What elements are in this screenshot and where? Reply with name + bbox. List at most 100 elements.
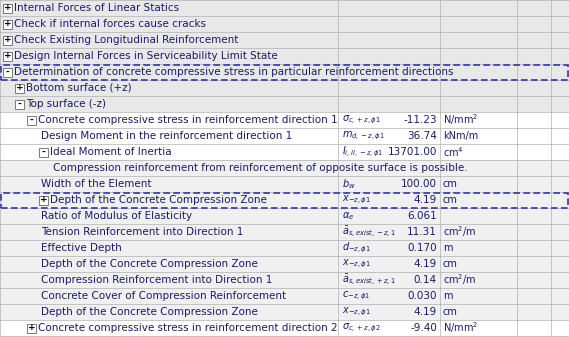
Text: Check if internal forces cause cracks: Check if internal forces cause cracks (14, 19, 206, 29)
Text: $\sigma_{c,+z,\phi 1}$: $\sigma_{c,+z,\phi 1}$ (342, 114, 381, 126)
Text: -: - (18, 99, 22, 109)
Text: $\bar{a}_{s,exist,-z,1}$: $\bar{a}_{s,exist,-z,1}$ (342, 224, 396, 240)
Text: 11.31: 11.31 (407, 227, 437, 237)
Bar (0, 144, 569, 160)
Text: +: + (28, 324, 35, 333)
Text: 36.74: 36.74 (407, 131, 437, 141)
Text: Compression reinforcement from reinforcement of opposite surface is possible.: Compression reinforcement from reinforce… (53, 163, 468, 173)
Text: Concrete compressive stress in reinforcement direction 1: Concrete compressive stress in reinforce… (38, 115, 337, 125)
Text: Depth of the Concrete Compression Zone: Depth of the Concrete Compression Zone (50, 195, 267, 205)
Text: $\sigma_{c,+z,\phi 2}$: $\sigma_{c,+z,\phi 2}$ (342, 322, 381, 334)
Text: $m_{d,-z,\phi 1}$: $m_{d,-z,\phi 1}$ (342, 130, 385, 142)
Text: +: + (3, 52, 11, 61)
Text: Ideal Moment of Inertia: Ideal Moment of Inertia (50, 147, 172, 157)
Text: N/mm$^2$: N/mm$^2$ (443, 113, 478, 127)
Text: -: - (6, 67, 9, 76)
Text: $\bar{a}_{s,exist,+z,1}$: $\bar{a}_{s,exist,+z,1}$ (342, 272, 396, 287)
Text: m: m (443, 243, 452, 253)
Text: Internal Forces of Linear Statics: Internal Forces of Linear Statics (14, 3, 179, 13)
Bar (0, 272, 569, 288)
Text: +: + (3, 3, 11, 12)
Text: Compression Reinforcement into Direction 1: Compression Reinforcement into Direction… (41, 275, 273, 285)
Text: 100.00: 100.00 (401, 179, 437, 189)
Text: +: + (3, 20, 11, 29)
Bar (0, 80, 569, 96)
Text: cm: cm (443, 307, 458, 317)
Text: 0.170: 0.170 (407, 243, 437, 253)
Bar (0, 16, 569, 32)
Text: cm: cm (443, 259, 458, 269)
Bar (0, 304, 569, 320)
Bar (0, 320, 569, 336)
Bar (0, 256, 569, 272)
Text: $x_{-z,\phi 1}$: $x_{-z,\phi 1}$ (342, 258, 371, 270)
Text: cm: cm (443, 195, 458, 205)
Text: 0.030: 0.030 (407, 291, 437, 301)
Text: Concrete Cover of Compression Reinforcement: Concrete Cover of Compression Reinforcem… (41, 291, 286, 301)
Bar (3, 3, 12, 12)
Text: Check Existing Longitudinal Reinforcement: Check Existing Longitudinal Reinforcemen… (14, 35, 238, 45)
Bar (3, 35, 12, 44)
Text: $I_{i,II,-z,\phi 1}$: $I_{i,II,-z,\phi 1}$ (342, 145, 384, 159)
Bar (0, 176, 569, 192)
Text: $c_{-z,\phi 1}$: $c_{-z,\phi 1}$ (342, 290, 370, 302)
Text: $x_{-z,\phi 1}$: $x_{-z,\phi 1}$ (342, 194, 371, 206)
Bar (15, 84, 24, 92)
Bar (0, 64, 569, 80)
Text: $d_{-z,\phi 1}$: $d_{-z,\phi 1}$ (342, 241, 371, 255)
Bar (27, 116, 36, 124)
Text: -9.40: -9.40 (410, 323, 437, 333)
Bar (27, 324, 36, 333)
Text: -: - (42, 148, 46, 156)
Bar (0, 224, 569, 240)
Text: Top surface (-z): Top surface (-z) (26, 99, 106, 109)
Bar (0, 208, 569, 224)
Bar (0, 48, 569, 64)
Text: $\alpha_e$: $\alpha_e$ (342, 210, 354, 222)
Text: kNm/m: kNm/m (443, 131, 479, 141)
Text: cm$^2$/m: cm$^2$/m (443, 273, 477, 287)
Text: Effective Depth: Effective Depth (41, 243, 122, 253)
Text: +: + (3, 35, 11, 44)
Text: m: m (443, 291, 452, 301)
Text: 4.19: 4.19 (414, 259, 437, 269)
Bar (15, 99, 24, 109)
Bar (3, 20, 12, 29)
Bar (0, 32, 569, 48)
Bar (0, 96, 569, 112)
Bar (0, 288, 569, 304)
Bar (0, 192, 569, 208)
Text: cm$^2$/m: cm$^2$/m (443, 224, 477, 239)
Bar (3, 52, 12, 61)
Bar (0, 112, 569, 128)
Text: -11.23: -11.23 (403, 115, 437, 125)
Text: cm$^4$: cm$^4$ (443, 145, 464, 159)
Bar (39, 148, 48, 156)
Text: 13701.00: 13701.00 (387, 147, 437, 157)
Text: 4.19: 4.19 (414, 195, 437, 205)
Text: Concrete compressive stress in reinforcement direction 2: Concrete compressive stress in reinforce… (38, 323, 337, 333)
Text: Depth of the Concrete Compression Zone: Depth of the Concrete Compression Zone (41, 259, 258, 269)
Text: Depth of the Concrete Compression Zone: Depth of the Concrete Compression Zone (41, 307, 258, 317)
Text: Bottom surface (+z): Bottom surface (+z) (26, 83, 131, 93)
Text: $b_w$: $b_w$ (342, 177, 356, 191)
Text: $x_{-z,\phi 1}$: $x_{-z,\phi 1}$ (342, 306, 371, 318)
Bar (1, 192, 568, 208)
Text: cm: cm (443, 179, 458, 189)
Text: Design Moment in the reinforcement direction 1: Design Moment in the reinforcement direc… (41, 131, 292, 141)
Text: Determination of concrete compressive stress in particular reinforcement directi: Determination of concrete compressive st… (14, 67, 453, 77)
Bar (0, 160, 569, 176)
Text: 6.061: 6.061 (407, 211, 437, 221)
Text: 4.19: 4.19 (414, 307, 437, 317)
Text: 0.14: 0.14 (414, 275, 437, 285)
Text: Tension Reinforcement into Direction 1: Tension Reinforcement into Direction 1 (41, 227, 244, 237)
Text: Width of the Element: Width of the Element (41, 179, 151, 189)
Bar (0, 0, 569, 16)
Text: +: + (40, 195, 47, 205)
Text: Ratio of Modulus of Elasticity: Ratio of Modulus of Elasticity (41, 211, 192, 221)
Text: Design Internal Forces in Serviceability Limit State: Design Internal Forces in Serviceability… (14, 51, 278, 61)
Bar (1, 64, 568, 80)
Bar (3, 67, 12, 76)
Bar (0, 128, 569, 144)
Text: +: + (16, 84, 23, 92)
